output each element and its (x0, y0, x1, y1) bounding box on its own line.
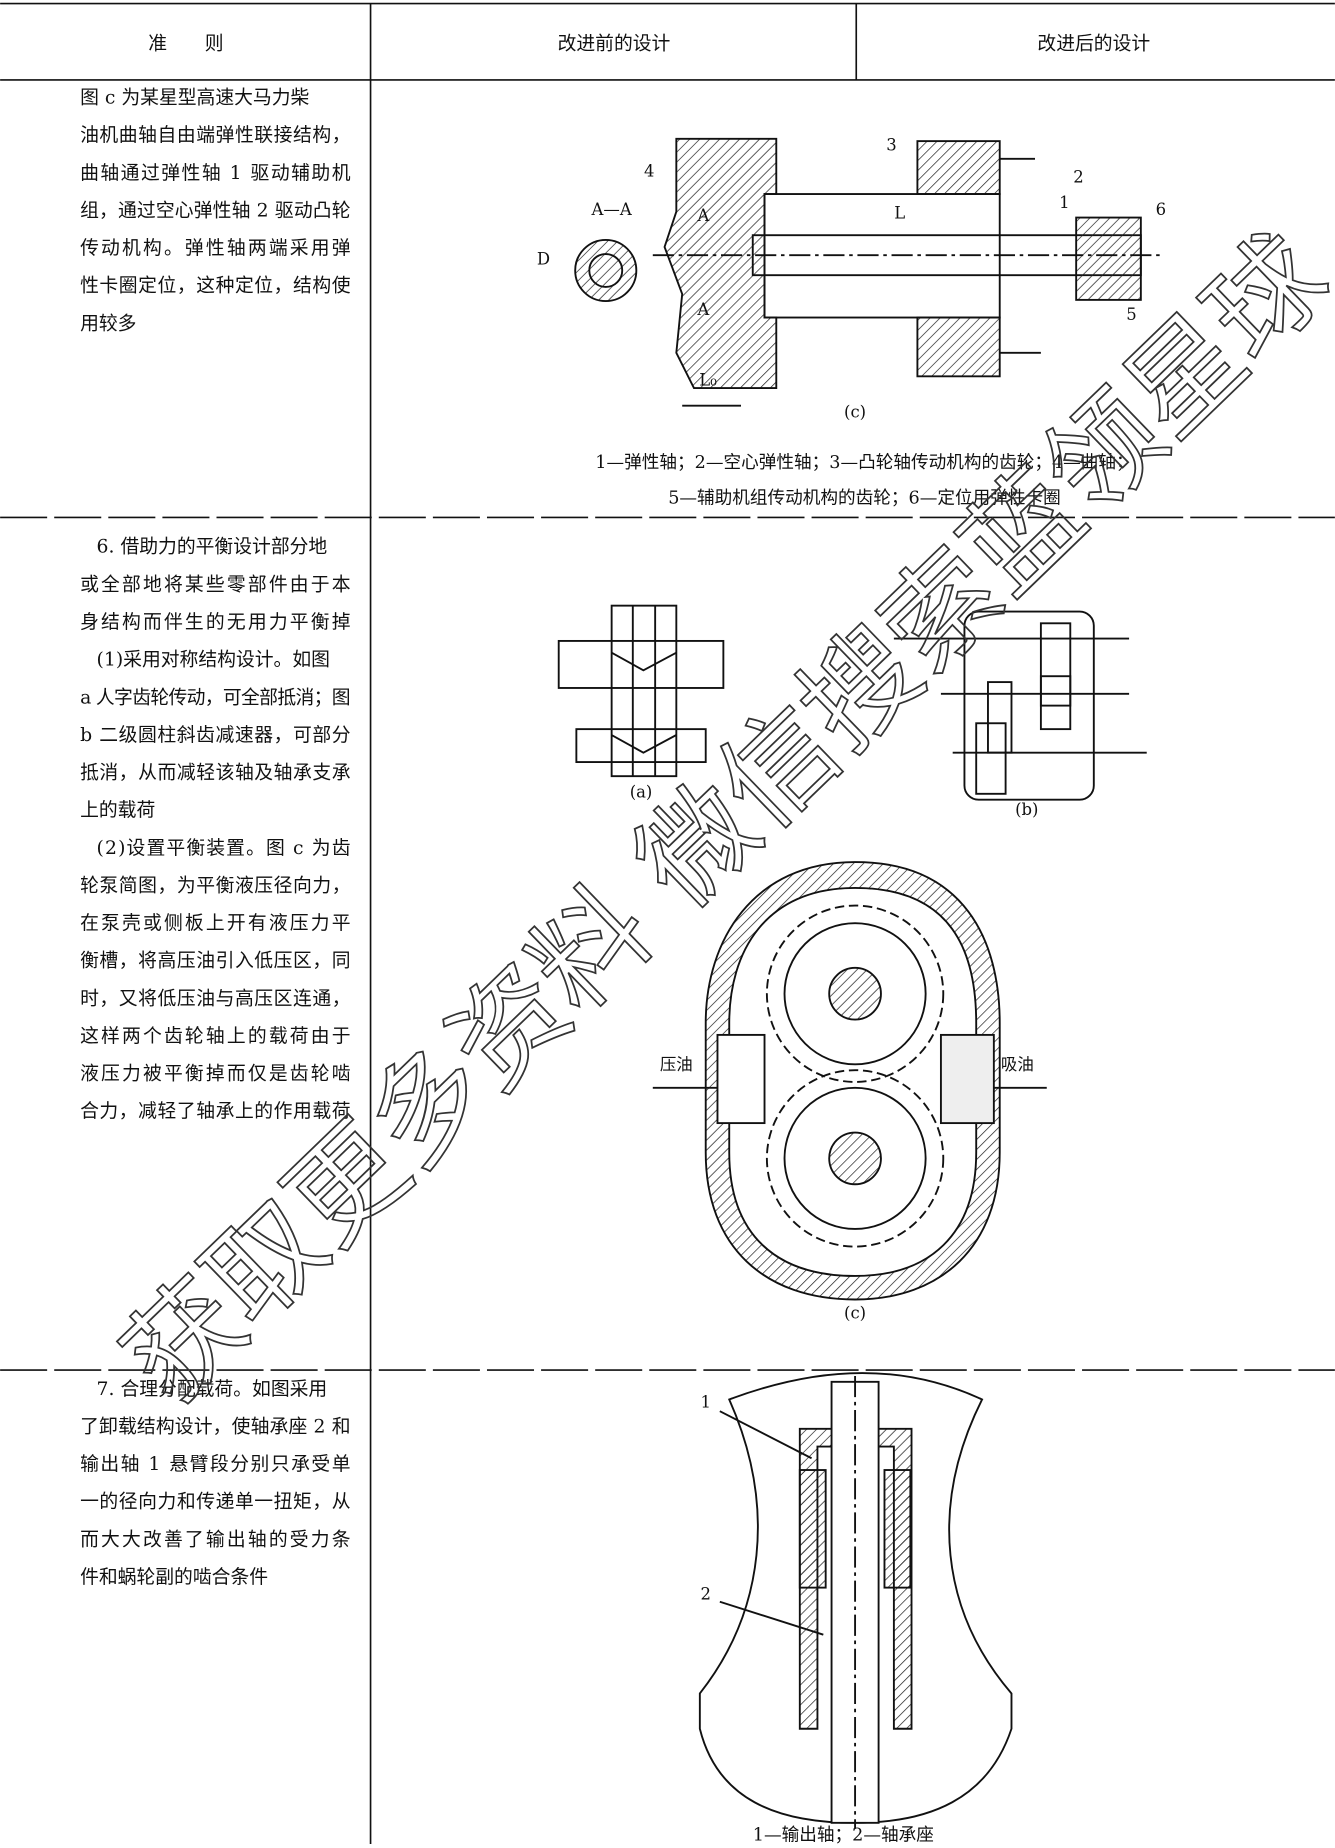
header-cell: 改进前的设计 (558, 32, 671, 54)
criterion-line: 传动机构。弹性轴两端采用弹 (80, 237, 351, 259)
drawing-stroke (798, 1469, 827, 1589)
drawing-stroke (1039, 675, 1072, 731)
drawing-stroke (765, 904, 945, 1083)
figure-caption: 5—辅助机组传动机构的齿轮；6—定位用弹性卡圈 (668, 487, 1061, 508)
drawing-stroke (728, 886, 978, 1277)
figure-herringbone (557, 604, 725, 778)
criterion-line: 上的载荷 (80, 799, 155, 821)
criterion-line: 合力，减轻了轴承上的作用载荷 (80, 1100, 350, 1122)
criterion-line: 了卸载结构设计，使轴承座 2 和 (80, 1415, 350, 1437)
figure-unloading (698, 1372, 1013, 1829)
watermark: 获取更多资料 微信搜索蓝领星球 (99, 210, 1335, 1428)
figure-label: 5 (1126, 305, 1136, 324)
criterion-line: (1)采用对称结构设计。如图 (97, 649, 330, 671)
drawing-stroke (783, 922, 927, 1066)
figure-label: A (696, 206, 710, 225)
criterion-line: 件和蜗轮副的啮合条件 (80, 1566, 268, 1588)
criterion-line: 或全部地将某些零部件由于本 (80, 573, 351, 595)
drawing-stroke (963, 610, 1095, 801)
figure-label: 1 (1059, 193, 1069, 212)
figure-label: 2 (1073, 167, 1083, 186)
criterion-line: 7. 合理分配载荷。如图采用 (97, 1378, 328, 1400)
criterion-line: 图 c 为某星型高速大马力柴 (80, 86, 309, 108)
drawing-stroke (719, 1600, 824, 1636)
drawing-stroke (975, 722, 1007, 795)
figure-label: 3 (886, 136, 896, 155)
drawing-stroke (1075, 216, 1142, 301)
criterion-line: b 二级圆柱斜齿减速器，可部分 (80, 724, 351, 746)
figure-label: (a) (630, 782, 653, 801)
criterion-line: a 人字齿轮传动，可全部抵消；图 (80, 686, 350, 708)
criterion-line: 衡槽，将高压油引入低压区，同 (80, 950, 350, 972)
header-cell: 准 则 (148, 32, 223, 54)
criterion-line: 这样两个齿轮轴上的载荷由于 (80, 1025, 350, 1047)
criterion-line: 一的径向力和传递单一扭矩，从 (80, 1491, 351, 1513)
drawing-stroke (987, 681, 1013, 754)
drawing-stroke (719, 1410, 812, 1460)
drawing-stroke (575, 728, 707, 764)
criterion-line: 输出轴 1 悬臂段分别只承受单 (80, 1453, 350, 1475)
criterion-line: 在泵壳或侧板上开有液压力平 (80, 912, 350, 934)
criterion-line: 液压力被平衡掉而仅是齿轮啮 (80, 1063, 351, 1085)
criterion-line: 性卡圈定位，这种定位，结构使 (80, 275, 351, 297)
criterion-line: 组，通过空心弹性轴 2 驱动凸轮 (80, 199, 351, 221)
drawing-stroke (610, 604, 678, 778)
criterion-line: 而大大改善了输出轴的受力条 (80, 1528, 351, 1550)
drawing-stroke (716, 1033, 766, 1125)
drawing-stroke (828, 1131, 882, 1186)
figure-label: (c) (844, 402, 866, 421)
drawing-stroke (783, 1086, 927, 1230)
figure-caption: 1—弹性轴；2—空心弹性轴；3—凸轮轴传动机构的齿轮；4—曲轴； (595, 452, 1133, 473)
figure-label: L₀ (699, 371, 717, 390)
drawing-stroke (939, 1033, 995, 1125)
drawing-stroke (574, 238, 638, 303)
figure-reducer (893, 610, 1147, 801)
figure-label: (b) (1015, 800, 1038, 819)
drawing-stroke (883, 1469, 912, 1589)
criterion-line: 身结构而伴生的无用力平衡掉 (80, 611, 350, 633)
drawing-stroke (916, 316, 1001, 378)
drawing-stroke (588, 253, 624, 288)
criterion-line: 轮泵简图，为平衡液压径向力， (80, 874, 350, 896)
criterion-line: (2)设置平衡装置。图 c 为齿 (97, 837, 351, 859)
drawing-stroke (698, 1372, 1013, 1824)
figure-label: 1 (700, 1393, 710, 1412)
figure-label: D (537, 250, 550, 269)
figure-label: 压油 (660, 1055, 693, 1074)
drawing-stroke (663, 137, 778, 390)
header-cell: 改进后的设计 (1037, 32, 1150, 54)
drawing-stroke (765, 1069, 945, 1248)
figure-crankshaft (574, 137, 1165, 407)
figure-label: 6 (1156, 200, 1166, 219)
criterion-line: 6. 借助力的平衡设计部分地 (97, 536, 328, 558)
figure-label: L (894, 204, 905, 223)
drawing-stroke (1039, 622, 1072, 707)
criterion-line: 用较多 (80, 312, 136, 334)
drawing-stroke (916, 140, 1001, 195)
figure-label: A (696, 300, 710, 319)
figure-label: 吸油 (1001, 1055, 1034, 1074)
figure-label: A—A (591, 200, 633, 219)
figure-label: (c) (844, 1303, 866, 1322)
criterion-line: 油机曲轴自由端弹性联接结构， (80, 124, 350, 146)
figure-label: 2 (700, 1584, 710, 1603)
drawing-stroke (611, 651, 677, 754)
criterion-line: 抵消，从而减轻该轴及轴承支承 (80, 762, 351, 784)
drawing-stroke (557, 639, 725, 689)
figure-gear-pump (652, 861, 1047, 1301)
figure-caption: 1—输出轴；2—轴承座 (753, 1824, 934, 1844)
figure-label: 4 (644, 161, 654, 180)
criterion-line: 时，又将低压油与高压区连通， (80, 987, 350, 1009)
criterion-line: 曲轴通过弹性轴 1 驱动辅助机 (80, 162, 351, 184)
drawing-stroke (828, 966, 882, 1021)
